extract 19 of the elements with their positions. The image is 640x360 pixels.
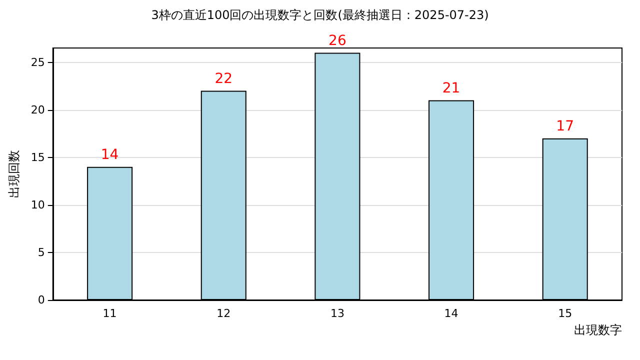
- y-tick-label: 20: [30, 103, 45, 116]
- data-label: 26: [328, 32, 346, 49]
- y-tick-label: 25: [30, 56, 45, 69]
- x-tick-label: 11: [102, 307, 117, 320]
- x-tick-label: 13: [330, 307, 344, 320]
- data-label: 22: [214, 70, 233, 87]
- data-label: 14: [100, 146, 119, 163]
- x-tick-label: 14: [444, 307, 458, 320]
- x-tick-label: 15: [558, 307, 572, 320]
- y-tick-label: 5: [38, 246, 45, 259]
- y-axis-title: 出現回数: [7, 150, 21, 198]
- x-tick-label: 12: [216, 307, 231, 320]
- x-axis-title: 出現数字: [574, 323, 622, 337]
- y-tick-label: 0: [38, 294, 45, 306]
- chart-title: 3枠の直近100回の出現数字と回数(最終抽選日：2025-07-23): [151, 8, 489, 22]
- data-label: 21: [442, 80, 460, 96]
- y-tick-label: 10: [30, 198, 45, 212]
- y-tick-label: 15: [30, 150, 45, 164]
- data-label: 17: [556, 118, 574, 134]
